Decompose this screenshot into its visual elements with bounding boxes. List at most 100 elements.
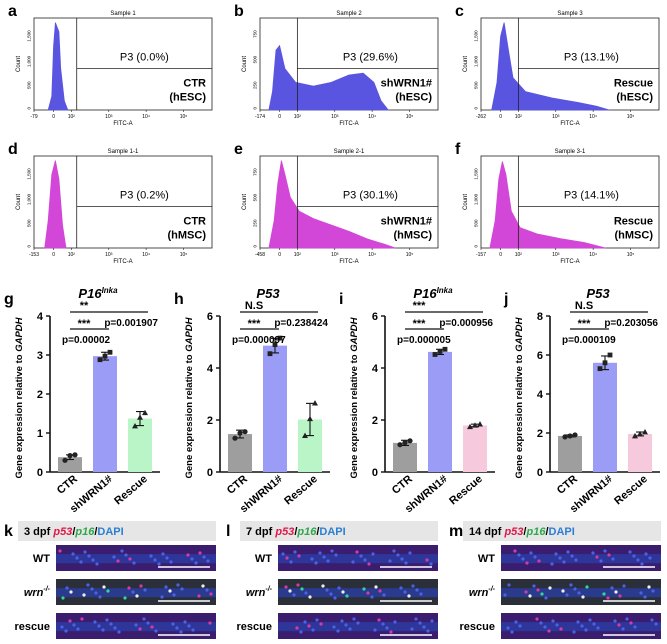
histogram (489, 161, 606, 249)
data-point (407, 438, 413, 444)
data-point (472, 422, 478, 428)
nucleus (554, 552, 558, 556)
y-tick-label: 500 (474, 219, 479, 227)
nucleus (75, 556, 79, 560)
x-tick-label: 0 (278, 252, 281, 258)
nucleus (150, 625, 154, 629)
y-tick-label: 2 (537, 428, 543, 440)
nucleus (299, 630, 303, 634)
nucleus (558, 556, 562, 560)
flow-section: a Sample 1 P3 (0.0%) CTR (hESC) -79 0 10² 10³ 10⁴… (0, 0, 667, 265)
y-axis-label: Count (242, 56, 248, 72)
nucleus (345, 594, 349, 598)
nucleus (183, 620, 187, 624)
nucleus (97, 624, 101, 628)
cell-type-label: (hMSC) (394, 230, 433, 242)
flow-svg: f Sample 3-1 P3 (14.1%) Rescue (hMSC) -157 0 10… (455, 141, 660, 265)
nucleus (61, 596, 65, 600)
tissue-band (56, 588, 216, 598)
nucleus (308, 595, 312, 599)
data-point (142, 409, 148, 416)
condition-label: CTR (183, 216, 206, 228)
nucleus (285, 556, 289, 560)
nucleus (64, 629, 68, 633)
bar (228, 434, 252, 472)
nucleus (109, 622, 113, 626)
x-tick-label: -262 (476, 114, 486, 120)
header-bar (18, 521, 216, 541)
flow-svg: d Sample 1-1 P3 (0.2%) CTR (hMSC) -153 0 10² 10³… (8, 141, 213, 265)
y-tick-label: 750 (253, 30, 258, 38)
nucleus (572, 630, 576, 634)
histogram (268, 44, 390, 111)
nucleus (296, 583, 300, 587)
nucleus (112, 555, 116, 559)
nucleus (647, 585, 651, 589)
x-tick-label: 10⁴ (142, 114, 150, 120)
nucleus (71, 552, 75, 556)
nucleus (146, 621, 150, 625)
nucleus (559, 627, 563, 631)
header-bar (463, 521, 661, 541)
bar (428, 351, 452, 472)
nucleus (307, 624, 311, 628)
x-tick-label: 10⁴ (368, 252, 376, 258)
x-tick-label: CTR (555, 473, 580, 497)
x-tick-label: 10² (294, 252, 302, 258)
nucleus (293, 550, 297, 554)
p-value: p=0.001907 (104, 318, 158, 329)
nucleus (367, 562, 371, 566)
y-tick-label: 1,500 (474, 168, 479, 180)
data-point (437, 348, 443, 354)
gate-label: P3 (0.0%) (120, 52, 169, 64)
panel-letter: d (8, 141, 18, 158)
nucleus (86, 583, 90, 587)
nucleus (539, 621, 543, 625)
gate-label: P3 (30.1%) (343, 190, 398, 202)
stain-header: 7 dpf p53/p16/DAPI (246, 526, 346, 538)
x-tick-label: 10⁴ (368, 114, 376, 120)
bar-chart-h: h P53 0 2 4 6 Gene expression relative to GAPD… (170, 282, 335, 512)
flow-svg: c Sample 3 P3 (13.1%) Rescue (hESC) -262 0 10² 1… (455, 3, 660, 127)
nucleus (422, 625, 426, 629)
y-tick-label: 250 (253, 219, 258, 227)
data-point (237, 430, 243, 436)
nucleus (411, 584, 415, 588)
x-axis-label: FITC-A (560, 259, 579, 265)
y-tick-label: 2 (37, 389, 43, 401)
nucleus (536, 588, 540, 592)
x-tick-label: 10² (515, 114, 523, 120)
fish-panel-m: m 14 dpf p53/p16/DAPI WT wrn-/- rescue (445, 516, 667, 644)
row-label: WT (478, 553, 495, 565)
bar-svg: j P53 0 2 4 6 8 Gene expression relative to GAP… (503, 286, 660, 512)
nucleus (429, 562, 433, 566)
nucleus (194, 561, 198, 565)
nucleus (295, 626, 299, 630)
significance-stars: *** (248, 318, 262, 330)
bar (463, 425, 487, 472)
flow-svg: b Sample 2 P3 (29.6%) shWRN1# (hESC) -174 0 10²… (234, 3, 439, 127)
nucleus (304, 591, 308, 595)
y-axis-label: Gene expression relative to GAPDH (349, 316, 360, 478)
nucleus (101, 628, 105, 632)
y-tick-label: 6 (372, 311, 378, 323)
panel-letter: c (455, 3, 464, 20)
nucleus (87, 554, 91, 558)
nucleus (76, 627, 80, 631)
panel-letter: a (8, 3, 17, 20)
flow-svg: e Sample 2-1 P3 (30.1%) shWRN1# (hMSC) -458 0 1… (234, 141, 439, 265)
tissue-band (501, 554, 661, 564)
data-point (562, 434, 568, 440)
fish-svg: l 7 dpf p53/p16/DAPI WT wrn-/- rescue (226, 521, 438, 639)
bar-chart-g: g P16Inka 0 1 2 3 4 Gene expression relative to… (0, 282, 165, 512)
x-axis-label: FITC-A (339, 259, 358, 265)
x-tick-label: 10⁴ (589, 114, 597, 120)
nucleus (607, 553, 611, 557)
nucleus (318, 551, 322, 555)
flow-panel-e: e Sample 2-1 P3 (30.1%) shWRN1# (hMSC) -458 0 1… (234, 140, 444, 268)
nucleus (606, 596, 610, 600)
y-tick-label: 500 (27, 219, 32, 227)
y-tick-label: 4 (372, 363, 379, 375)
nucleus (603, 549, 607, 553)
nucleus (297, 554, 301, 558)
